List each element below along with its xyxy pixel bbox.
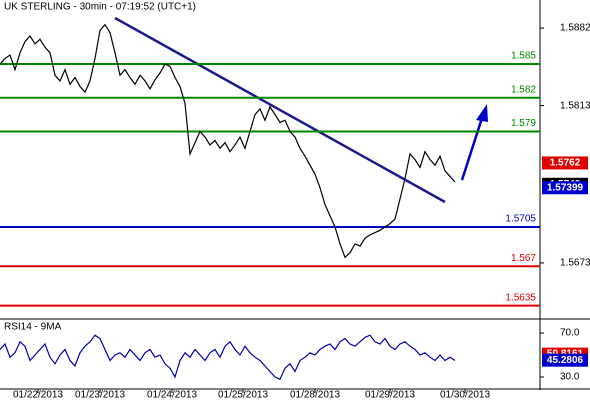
arrow-head (476, 104, 488, 122)
x-tick-label: 01/22/2013 (13, 390, 63, 400)
x-tick-label: 01/29/2013 (365, 390, 415, 400)
level-label: 1.579 (511, 118, 536, 129)
x-tick-label: 01/23/2013 (75, 390, 125, 400)
price-marker (542, 181, 588, 195)
price-marker (542, 156, 588, 170)
trend-line (114, 16, 446, 204)
price-marker-label: 1.5762 (550, 158, 581, 169)
y-tick-label: 30.0 (560, 372, 580, 383)
price-line (0, 334, 456, 380)
chart-title: UK STERLING - 30min - 07:19:52 (UTC+1) (4, 2, 196, 13)
x-tick-label: 01/28/2013 (290, 390, 340, 400)
level-label: 1.5635 (505, 292, 536, 303)
price-marker (542, 353, 588, 367)
y-tick-label: 1.5673 (560, 258, 590, 269)
price-line (0, 23, 456, 259)
y-tick-label: 1.5813 (560, 100, 590, 111)
panel-title: RSI14 - 9MA (4, 322, 62, 333)
price-marker-label: 45.2806 (547, 355, 584, 366)
level-label: 1.585 (511, 51, 536, 62)
x-tick-label: 01/25/2013 (218, 390, 268, 400)
level-label: 1.567 (511, 253, 536, 264)
level-label: 1.5705 (505, 214, 536, 225)
y-tick-label: 70.0 (560, 328, 580, 339)
level-label: 1.582 (511, 84, 536, 95)
price-marker-label: 1.57399 (547, 182, 584, 193)
forecast-arrow (460, 117, 484, 181)
x-tick-label: 01/24/2013 (147, 390, 197, 400)
y-tick-label: 1.5882 (560, 23, 590, 34)
x-tick-label: 01/30/2013 (440, 390, 490, 400)
